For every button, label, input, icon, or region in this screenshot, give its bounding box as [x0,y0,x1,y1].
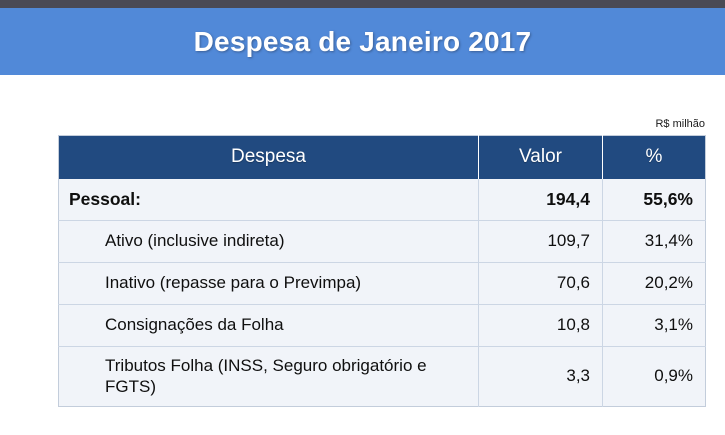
cell-valor: 70,6 [478,262,603,305]
cell-despesa: Tributos Folha (INSS, Seguro obrigatório… [58,345,479,407]
column-header-despesa: Despesa [58,135,479,179]
title-banner: Despesa de Janeiro 2017 [0,8,725,75]
table-header-row: Despesa Valor % [58,135,706,179]
cell-percentual: 0,9% [602,345,706,407]
cell-despesa: Inativo (repasse para o Previmpa) [58,262,479,305]
table-body: Pessoal: 194,4 55,6% Ativo (inclusive in… [58,178,706,407]
cell-percentual: 55,6% [602,178,706,221]
table-row: Ativo (inclusive indireta) 109,7 31,4% [58,220,706,263]
expense-table-container: Despesa Valor % Pessoal: 194,4 55,6% Ati… [58,135,706,408]
unit-caption: R$ milhão [655,118,705,130]
table-row: Inativo (repasse para o Previmpa) 70,6 2… [58,262,706,305]
expense-table: Despesa Valor % Pessoal: 194,4 55,6% Ati… [58,135,706,408]
cell-despesa: Consignações da Folha [58,304,479,347]
cell-percentual: 3,1% [602,304,706,347]
table-row: Tributos Folha (INSS, Seguro obrigatório… [58,345,706,407]
cell-percentual: 31,4% [602,220,706,263]
cell-valor: 10,8 [478,304,603,347]
cell-valor: 3,3 [478,345,603,407]
cell-percentual: 20,2% [602,262,706,305]
table-row: Consignações da Folha 10,8 3,1% [58,304,706,347]
column-header-percentual: % [602,135,706,179]
page-title: Despesa de Janeiro 2017 [193,25,532,57]
table-header: Despesa Valor % [58,135,706,179]
table-row: Pessoal: 194,4 55,6% [58,178,706,221]
cell-despesa: Pessoal: [58,178,479,221]
column-header-valor: Valor [478,135,603,179]
top-decorative-strip [0,0,725,8]
cell-valor: 109,7 [478,220,603,263]
cell-valor: 194,4 [478,178,603,221]
cell-despesa: Ativo (inclusive indireta) [58,220,479,263]
